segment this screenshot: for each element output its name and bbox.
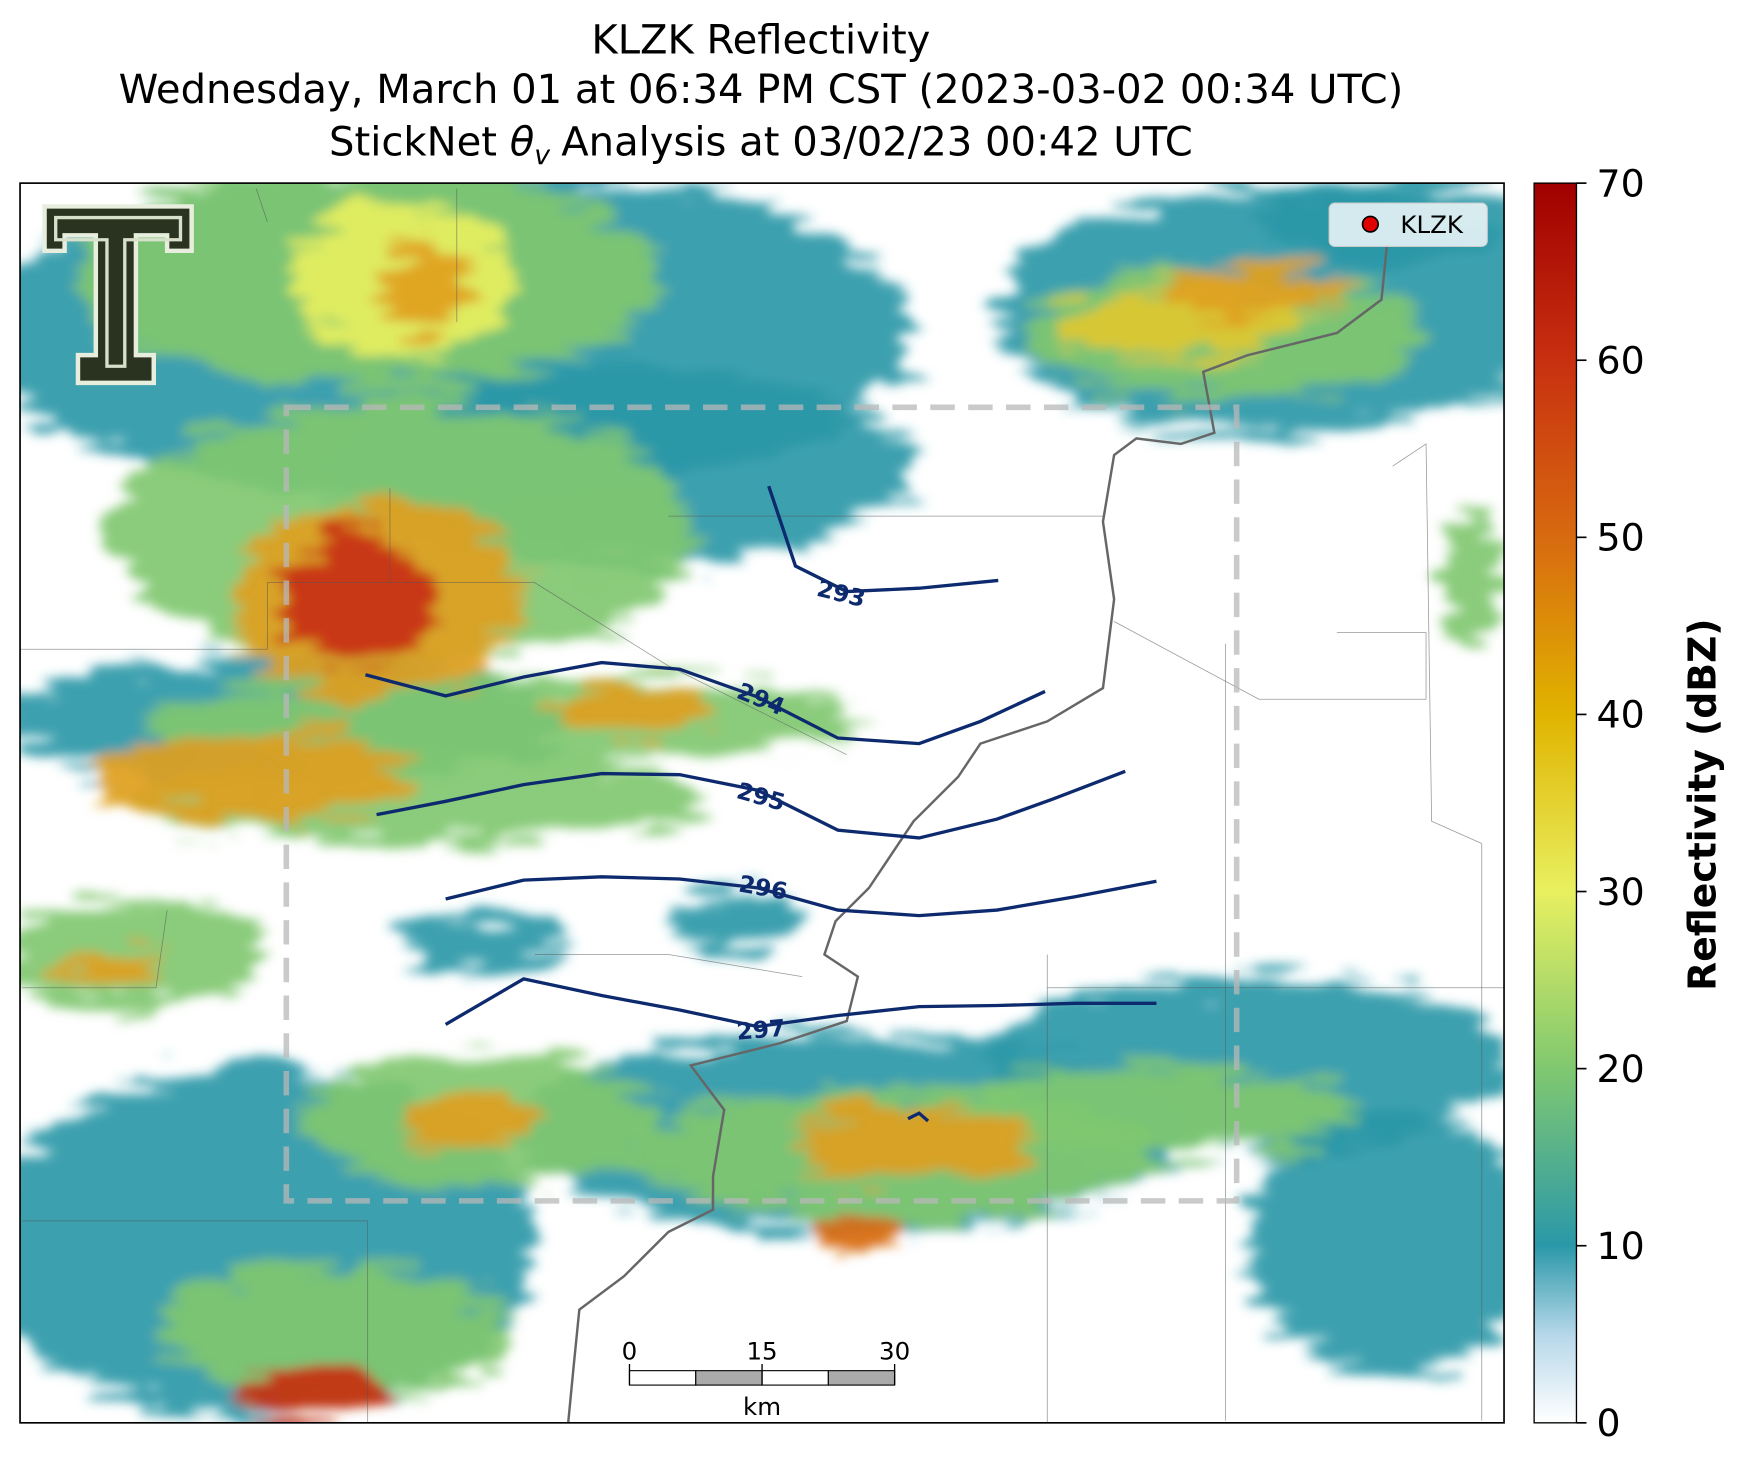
county-line — [22, 910, 168, 989]
colorbar-ramp — [1533, 182, 1578, 1424]
contour-line — [376, 769, 1126, 840]
map-frame — [19, 182, 1505, 1424]
county-line — [1392, 443, 1483, 1421]
title-symbol: θ — [510, 119, 535, 165]
scale-bar: 0 15 30 km — [622, 1337, 911, 1421]
radar-echo — [233, 1365, 390, 1421]
scale-unit: km — [743, 1392, 781, 1421]
colorbar-tick-label: 60 — [1597, 339, 1645, 383]
title-line: StickNet θv Analysis at 03/02/23 00:42 UT… — [329, 119, 1193, 171]
radar-echo — [278, 532, 435, 666]
colorbar-tick-label: 70 — [1597, 162, 1645, 206]
colorbar-tick-label: 20 — [1597, 1047, 1645, 1091]
scale-segment — [761, 1370, 829, 1386]
colorbar: Reflectivity (dBZ) 0 10 20 30 40 50 60 70 — [1533, 162, 1725, 1445]
scale-segment — [628, 1370, 697, 1386]
title-line: Wednesday, March 01 at 06:34 PM CST (202… — [119, 67, 1404, 113]
colorbar-tick-label: 40 — [1597, 693, 1645, 737]
radar-echo — [401, 1093, 535, 1149]
legend-box — [1328, 202, 1488, 247]
title-text: StickNet — [329, 119, 497, 165]
colorbar-tick-label: 10 — [1597, 1224, 1645, 1268]
contour-line — [444, 977, 1157, 1029]
scale-tick-label: 15 — [746, 1337, 777, 1366]
radar-echo — [55, 948, 168, 983]
analysis-domain — [283, 404, 1240, 1204]
scale-tick-label: 30 — [879, 1337, 910, 1366]
radar-echo — [378, 244, 468, 333]
legend-label: KLZK — [1400, 210, 1464, 239]
radar-echo — [813, 1209, 903, 1255]
colorbar-label: Reflectivity (dBZ) — [1681, 618, 1725, 990]
logo-inner — [54, 215, 183, 368]
radar-echo — [1437, 510, 1505, 644]
title-line: KLZK Reflectivity — [591, 17, 930, 63]
colorbar-tick-label: 50 — [1597, 516, 1645, 560]
contour-label: 297 — [735, 1014, 786, 1046]
county-line — [255, 188, 458, 322]
radar-echo — [668, 893, 803, 949]
radar-echo — [534, 688, 714, 733]
legend: KLZK — [1328, 202, 1488, 247]
contour-line — [364, 660, 1046, 746]
radar-echo — [1169, 260, 1349, 317]
radar-echo — [791, 1104, 1037, 1182]
scale-segment — [827, 1370, 896, 1386]
colorbar-tick-label: 0 — [1597, 1401, 1621, 1445]
legend-marker — [1361, 215, 1379, 233]
radar-echo — [100, 732, 413, 822]
contour-line — [907, 1111, 930, 1123]
radar-echo — [958, 1065, 1360, 1155]
radar-echo — [155, 1265, 513, 1399]
county-line — [22, 1220, 369, 1423]
contour-line — [445, 875, 1157, 918]
radar-echo — [1247, 1109, 1505, 1377]
scale-segment — [695, 1370, 763, 1386]
county-line — [534, 954, 803, 978]
county-line — [1113, 621, 1427, 700]
radar-echoes — [20, 183, 1505, 1421]
scale-tick-label: 0 — [622, 1337, 638, 1366]
radar-echo — [389, 915, 569, 972]
logo — [42, 204, 194, 386]
colorbar-tick-label: 30 — [1597, 870, 1645, 914]
title-text: Analysis at 03/02/23 00:42 UTC — [561, 119, 1193, 165]
contour-line — [767, 485, 999, 594]
title-subscript: v — [534, 140, 551, 171]
county-line — [20, 582, 847, 756]
